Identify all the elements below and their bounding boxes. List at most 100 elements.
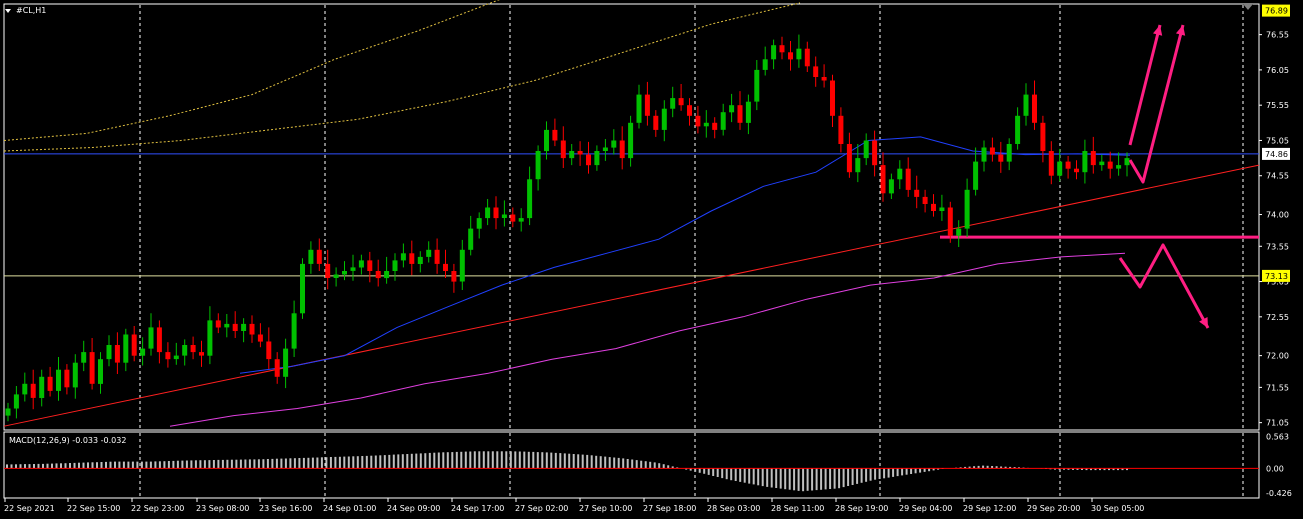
price-tick-label: 74.55: [1266, 172, 1289, 181]
candle-body: [636, 94, 642, 123]
candle-body: [367, 260, 373, 271]
candle-body: [417, 256, 423, 264]
chart-menu-triangle-icon[interactable]: [5, 9, 11, 13]
candle-body: [30, 383, 36, 398]
candle-body: [350, 267, 356, 271]
candle-body: [56, 369, 61, 391]
candle-body: [1124, 158, 1130, 166]
candle-body: [199, 352, 204, 356]
time-tick-label: 28 Sep 19:00: [835, 504, 888, 513]
chart-shift-marker-icon[interactable]: [1243, 4, 1253, 10]
time-tick-label: 29 Sep 04:00: [899, 504, 952, 513]
ma-long-lower: [3, 2, 801, 152]
candle-body: [140, 348, 146, 356]
candle-body: [224, 323, 230, 328]
time-tick-label: 24 Sep 09:00: [387, 504, 440, 513]
candle-body: [1057, 161, 1063, 176]
candle-body: [830, 80, 835, 116]
candle-body: [434, 249, 440, 264]
candle-body: [720, 112, 726, 130]
candle-body: [123, 334, 129, 363]
candle-body: [325, 263, 331, 278]
candle-body: [409, 253, 415, 264]
candle-body: [914, 189, 920, 197]
arrow-down: [1118, 243, 1210, 329]
candle-body: [443, 263, 448, 271]
candle-body: [274, 359, 280, 377]
candle-body: [703, 122, 709, 127]
candle-body: [611, 140, 617, 148]
candle-body: [22, 383, 28, 395]
candle-body: [308, 249, 314, 264]
candle-body: [872, 140, 878, 166]
time-tick-label: 27 Sep 02:00: [515, 504, 568, 513]
candle-body: [888, 179, 894, 194]
candle-body: [1107, 161, 1113, 169]
time-tick-label: 29 Sep 20:00: [1027, 504, 1080, 513]
candle-body: [535, 151, 541, 180]
candle-body: [1090, 151, 1096, 166]
candle-body: [165, 352, 171, 360]
price-tick-label: 73.55: [1266, 242, 1289, 251]
candle-body: [544, 129, 549, 152]
time-tick-label: 23 Sep 16:00: [259, 504, 312, 513]
time-tick-label: 29 Sep 12:00: [963, 504, 1016, 513]
ma-slow-line: [169, 252, 1126, 427]
candle-body: [106, 345, 112, 360]
current-price-badge: 74.86: [1265, 150, 1288, 159]
candle-body: [148, 327, 154, 349]
candle-body: [39, 376, 45, 398]
candle-body: [1032, 94, 1037, 123]
moving-averages: [3, 0, 1260, 427]
candle-body: [779, 45, 785, 53]
current-price-badge-bg: [1262, 147, 1290, 160]
candle-body: [989, 147, 995, 155]
candle-body: [527, 179, 533, 219]
candle-body: [518, 218, 524, 222]
price-tick-label: 72.00: [1266, 352, 1289, 361]
macd-tick-label: -0.426: [1266, 489, 1292, 498]
candle-body: [577, 151, 583, 155]
candle-body: [796, 48, 802, 60]
candle-body: [661, 108, 667, 130]
time-tick-label: 22 Sep 15:00: [67, 504, 120, 513]
candle-body: [560, 140, 566, 159]
candle-body: [804, 48, 810, 67]
candle-body: [947, 207, 953, 236]
candle-body: [459, 249, 465, 282]
candle-body: [64, 369, 70, 388]
arrow-up-2-head-icon: [1175, 25, 1186, 36]
candle-body: [114, 345, 120, 363]
candle-body: [981, 147, 987, 162]
candle-body: [729, 105, 735, 113]
price-tick-label: 76.05: [1266, 66, 1289, 75]
time-tick-label: 27 Sep 18:00: [643, 504, 696, 513]
candle-body: [493, 207, 499, 219]
candle-body: [1015, 115, 1021, 144]
price-axis: 76.55 76.05 75.55 75.05 74.55 74.00 73.55 73.05…: [1259, 4, 1292, 498]
candle-body: [594, 151, 600, 166]
candle-body: [89, 352, 95, 384]
time-tick-label: 22 Sep 23:00: [131, 504, 184, 513]
candle-body: [813, 66, 819, 77]
time-tick-label: 24 Sep 01:00: [323, 504, 376, 513]
candle-body: [232, 323, 238, 331]
candle-body: [1006, 144, 1012, 162]
candle-body: [375, 271, 381, 279]
candle-body: [426, 249, 432, 257]
candle-body: [880, 165, 886, 194]
candle-body: [628, 122, 634, 159]
candle-body: [644, 94, 650, 116]
candle-body: [257, 334, 263, 342]
candle-body: [1023, 94, 1029, 116]
time-tick-label: 23 Sep 08:00: [196, 504, 249, 513]
candle-body: [182, 345, 188, 356]
candle-body: [569, 151, 575, 159]
candle-body: [384, 271, 390, 279]
candle-body: [131, 334, 137, 356]
macd-tick-label: 0.00: [1266, 464, 1284, 473]
candle-body: [1116, 165, 1122, 169]
candle-body: [400, 253, 406, 261]
candle-body: [964, 189, 970, 229]
